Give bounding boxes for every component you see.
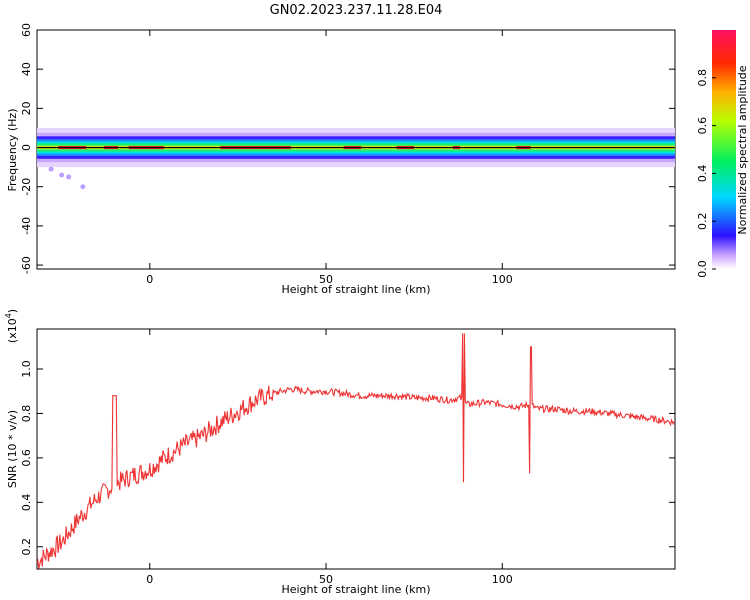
snr-panel: 0 50 100 0.2 0.4 0.6 0.8 1.0 Height of straight…	[4, 309, 676, 596]
top-ytick-label: -60	[20, 256, 33, 274]
top-ytick-label: -20	[20, 178, 33, 196]
spectral-band	[37, 127, 675, 190]
bottom-ytick-label: 0.4	[20, 494, 33, 512]
bottom-xtick-label: 50	[319, 573, 333, 586]
chart-title: GN02.2023.237.11.28.E04	[270, 3, 443, 18]
top-xlabel: Height of straight line (km)	[281, 283, 430, 296]
snr-frame	[36, 328, 676, 570]
top-ytick-label: 0	[20, 144, 33, 151]
bottom-ytick-label: 0.2	[20, 538, 33, 556]
y-multiplier: (x104)	[4, 309, 19, 343]
top-xtick-label: 100	[492, 273, 513, 286]
spectrogram-panel: 0 50 100 60 40 20 0 -20 -40 -60 Height of straigh…	[6, 23, 676, 296]
colorbar-ticks: 0.0 0.2 0.4 0.6 0.8	[696, 69, 716, 278]
colorbar-gradient	[712, 30, 736, 269]
colorbar-tick-label: 0.6	[696, 117, 709, 135]
scatter-point	[66, 174, 72, 180]
scatter-point	[59, 172, 65, 178]
snr-ticks: 0 50 100 0.2 0.4 0.6 0.8 1.0	[20, 329, 675, 586]
colorbar: 0.0 0.2 0.4 0.6 0.8 Normalized spectral ampl…	[696, 30, 749, 278]
colorbar-tick-label: 0.4	[696, 165, 709, 183]
top-ytick-label: 20	[20, 101, 33, 115]
colorbar-label: Normalized spectral amplitude	[736, 65, 749, 234]
top-ylabel: Frequency (Hz)	[6, 109, 19, 192]
spectrogram-ticks: 0 50 100 60 40 20 0 -20 -40 -60	[20, 23, 675, 286]
bottom-xtick-label: 100	[492, 573, 513, 586]
snr-series	[36, 333, 676, 569]
top-xtick-label: 0	[146, 273, 153, 286]
bottom-ytick-label: 0.8	[20, 405, 33, 423]
colorbar-tick-label: 0.8	[696, 69, 709, 87]
top-xtick-label: 50	[319, 273, 333, 286]
top-ytick-label: 60	[20, 23, 33, 37]
bottom-ytick-label: 1.0	[20, 360, 33, 378]
top-ytick-label: 40	[20, 62, 33, 76]
bottom-xtick-label: 0	[146, 573, 153, 586]
bottom-ylabel: SNR (10 * v/v)	[6, 410, 19, 488]
scatter-point	[80, 184, 86, 190]
snr-line	[36, 333, 676, 569]
colorbar-tick-label: 0.2	[696, 212, 709, 230]
top-ytick-label: -40	[20, 217, 33, 235]
scatter-point	[48, 166, 54, 172]
colorbar-tick-label: 0.0	[696, 260, 709, 278]
bottom-xlabel: Height of straight line (km)	[281, 583, 430, 596]
bottom-ytick-label: 0.6	[20, 449, 33, 467]
